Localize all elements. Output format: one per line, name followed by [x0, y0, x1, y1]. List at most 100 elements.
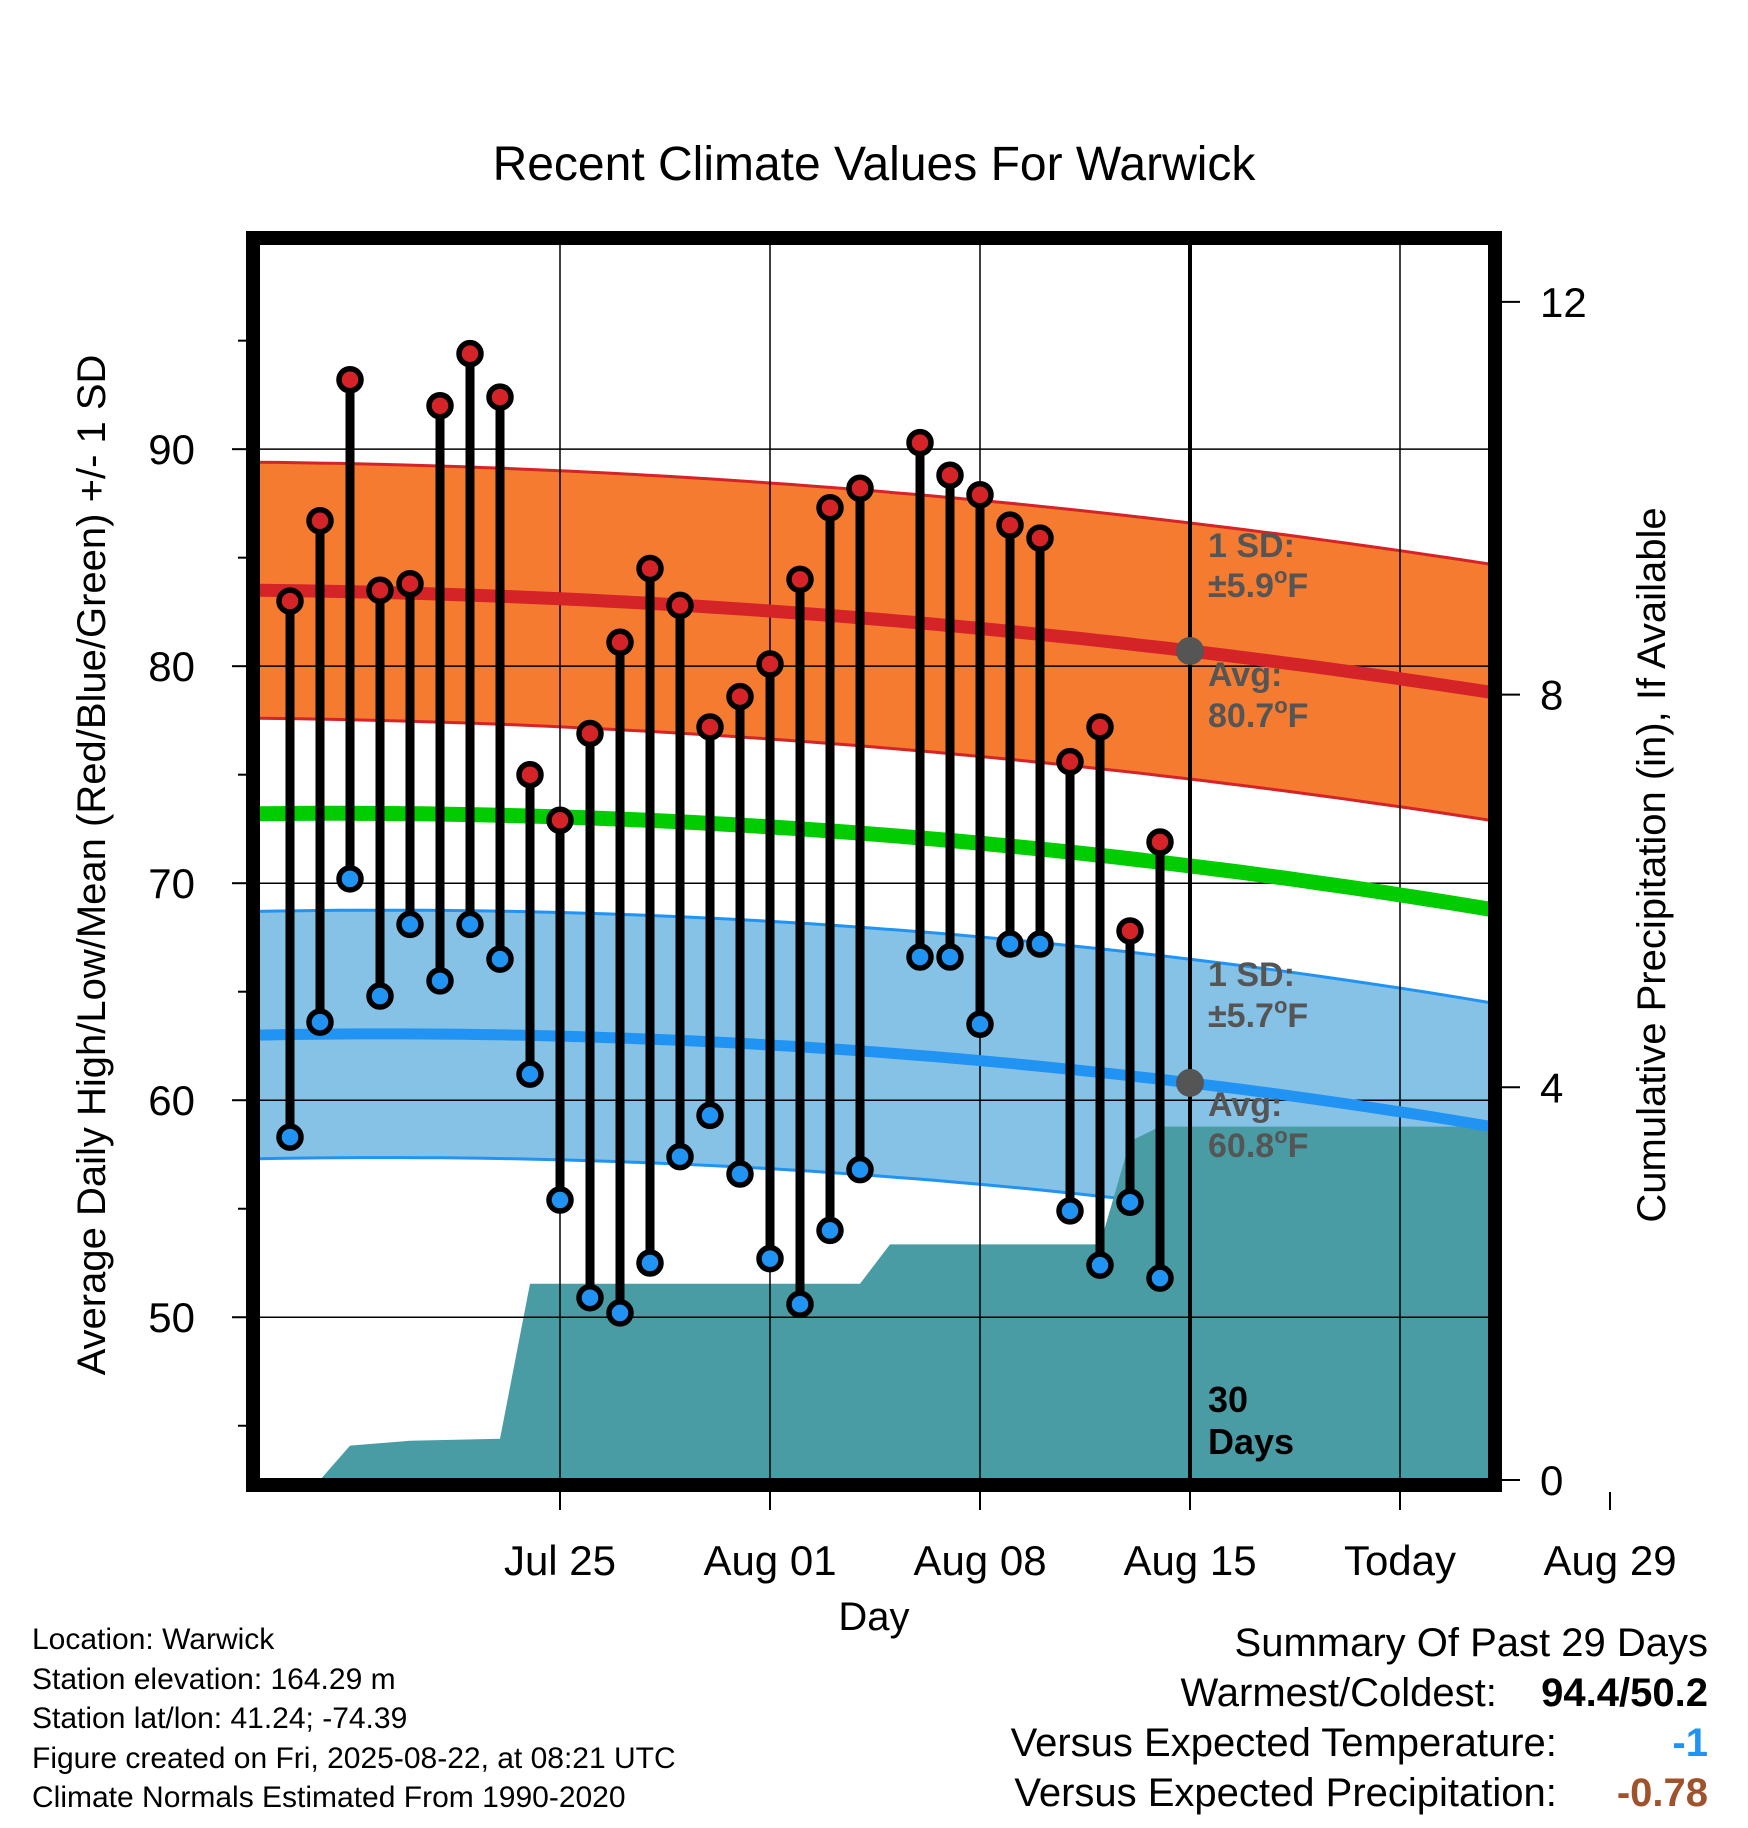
high-point	[306, 507, 334, 535]
low-sd-upper-line	[258, 908, 1490, 1005]
high-point	[486, 383, 514, 411]
normals-text: Climate Normals Estimated From 1990-2020	[32, 1781, 626, 1814]
low-point	[426, 967, 454, 995]
high-point	[546, 806, 574, 835]
high-point	[366, 576, 394, 604]
high-sd-label: 1 SD:	[1208, 527, 1295, 565]
high-sd-upper-line	[258, 460, 1490, 566]
high-point	[696, 713, 724, 741]
latlon-text: Station lat/lon: 41.24; -74.39	[32, 1702, 408, 1735]
high-point	[636, 554, 664, 583]
y-tick-label: 90	[148, 426, 195, 473]
warmest-value: 94.4/50.2	[1541, 1671, 1708, 1715]
chart-title: Recent Climate Values For Warwick	[493, 138, 1257, 191]
high-sd-lower-line	[258, 716, 1490, 822]
low-point	[666, 1142, 694, 1171]
y2-axis-label: Cumulative Precipitation (in), If Availa…	[1630, 507, 1674, 1222]
low-point	[636, 1249, 664, 1277]
precip-diff-value: -0.78	[1616, 1771, 1708, 1815]
high-point	[936, 461, 964, 489]
low-point	[486, 945, 514, 973]
low-point	[996, 930, 1024, 958]
low-point	[846, 1155, 874, 1184]
high-point	[1116, 917, 1144, 945]
low-point	[936, 943, 964, 971]
y-tick-label: 60	[148, 1077, 195, 1124]
y-tick-label: 50	[148, 1294, 195, 1341]
plot-frame	[246, 231, 1502, 1492]
precip-area	[290, 1126, 1490, 1480]
x-tick-label: Aug 15	[1123, 1537, 1256, 1584]
high-point	[1086, 713, 1114, 741]
low-point	[396, 910, 424, 939]
y2-tick-label: 4	[1540, 1064, 1563, 1111]
warmest-label: Warmest/Coldest:	[1180, 1671, 1497, 1715]
low-point	[606, 1299, 634, 1327]
x-tick-label: Jul 25	[504, 1537, 616, 1584]
x-tick-label: Aug 08	[913, 1537, 1046, 1584]
low-point	[816, 1216, 844, 1245]
high-point	[786, 565, 814, 594]
high-point	[276, 587, 304, 615]
summary-panel: Summary Of Past 29 Days Warmest/Coldest:…	[1011, 1618, 1708, 1818]
normal-mean-line	[258, 805, 1490, 917]
normal-low-line	[258, 1028, 1490, 1132]
low-point	[726, 1160, 754, 1188]
high-sd-band	[258, 462, 1490, 821]
y2-tick-label: 12	[1540, 279, 1587, 326]
x-tick-label: Aug 29	[1543, 1537, 1676, 1584]
location-text: Location: Warwick	[32, 1623, 275, 1656]
today-low-avg-marker	[1176, 1068, 1204, 1097]
high-point	[816, 494, 844, 522]
low-point	[1146, 1264, 1174, 1292]
low-point	[1026, 930, 1054, 958]
high-point	[576, 719, 604, 748]
high-sd-value: ±5.9oF	[1208, 563, 1308, 605]
low-point	[696, 1101, 724, 1130]
high-avg-label: Avg:	[1208, 656, 1282, 694]
low-point	[906, 943, 934, 971]
low-point	[1086, 1251, 1114, 1279]
low-point	[336, 865, 364, 893]
high-point	[666, 591, 694, 620]
high-point	[1146, 828, 1174, 856]
low-point	[576, 1283, 604, 1312]
y-tick-label: 80	[148, 643, 195, 690]
high-point	[756, 650, 784, 678]
low-point	[1116, 1188, 1144, 1216]
precip-diff-label: Versus Expected Precipitation:	[1014, 1771, 1557, 1815]
high-point	[846, 474, 874, 502]
low-point	[366, 982, 394, 1010]
days-label-number: 30	[1208, 1379, 1248, 1420]
low-avg-label: Avg:	[1208, 1086, 1282, 1124]
high-point	[606, 628, 634, 657]
temp-diff-label: Versus Expected Temperature:	[1010, 1721, 1557, 1765]
low-point	[756, 1244, 784, 1273]
y-tick-label: 70	[148, 860, 195, 907]
high-point	[336, 365, 364, 394]
x-tick-label: Today	[1344, 1537, 1456, 1584]
high-point	[726, 682, 754, 711]
high-point	[1056, 747, 1084, 776]
high-avg-value: 80.7oF	[1208, 693, 1308, 735]
low-point	[546, 1186, 574, 1214]
low-point	[516, 1060, 544, 1088]
y2-tick-label: 8	[1540, 672, 1563, 719]
station-info: Location: Warwick Station elevation: 164…	[32, 1620, 676, 1818]
low-point	[966, 1010, 994, 1039]
high-point	[1026, 524, 1054, 552]
low-sd-value: ±5.7oF	[1208, 993, 1308, 1035]
low-point	[456, 910, 484, 939]
temp-diff-value: -1	[1672, 1721, 1708, 1765]
normal-high-line	[258, 583, 1490, 699]
days-label-text: Days	[1208, 1421, 1294, 1462]
summary-warmest-row: Warmest/Coldest: 94.4/50.2	[1011, 1668, 1709, 1718]
high-point	[396, 569, 424, 598]
x-tick-label: Aug 01	[703, 1537, 836, 1584]
y2-tick-label: 0	[1540, 1457, 1563, 1504]
low-avg-value: 60.8oF	[1208, 1123, 1308, 1165]
summary-precip-row: Versus Expected Precipitation: -0.78	[1011, 1768, 1708, 1818]
high-point	[426, 392, 454, 420]
